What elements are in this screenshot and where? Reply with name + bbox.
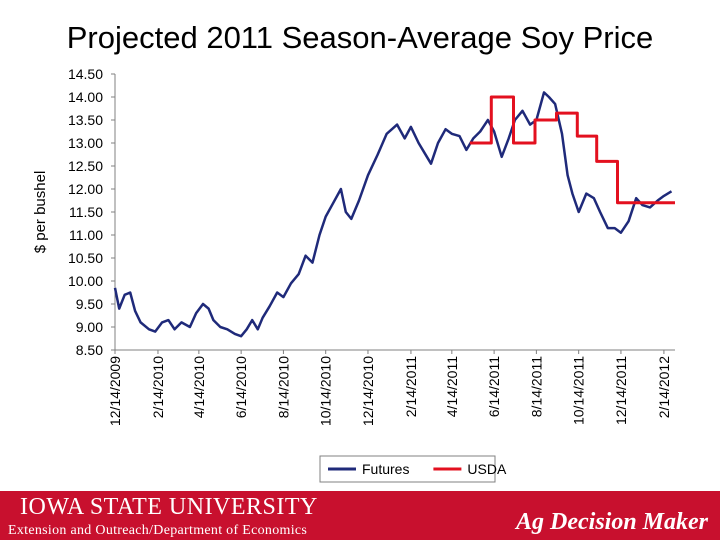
axes: 8.50 9.00 9.50 10.00 10.50 11.00 11.50 12.00 12.… bbox=[32, 66, 675, 426]
brand-logo: Ag Decision Maker bbox=[516, 509, 708, 535]
y-axis-label: $ per bushel bbox=[32, 171, 49, 254]
x-tick-label: 2/14/2011 bbox=[403, 356, 419, 417]
y-tick-label: 11.50 bbox=[69, 204, 103, 220]
y-tick-label: 10.50 bbox=[68, 250, 103, 266]
line-chart: 8.50 9.00 9.50 10.00 10.50 11.00 11.50 12.00 12.… bbox=[32, 66, 675, 483]
y-tick-label: 8.50 bbox=[76, 342, 103, 358]
y-tick-label: 9.00 bbox=[76, 319, 103, 335]
chart-title: Projected 2011 Season-Average Soy Price bbox=[66, 20, 654, 55]
y-tick-label: 14.50 bbox=[68, 66, 103, 82]
y-tick-label: 9.50 bbox=[76, 296, 103, 312]
x-tick-label: 10/14/2011 bbox=[571, 356, 587, 425]
y-tick-label: 12.00 bbox=[68, 181, 103, 197]
x-tick-label: 10/14/2010 bbox=[318, 356, 334, 426]
y-tick-label: 13.00 bbox=[68, 135, 103, 151]
x-tick-label: 8/14/2010 bbox=[275, 356, 291, 418]
department-text: Extension and Outreach/Department of Eco… bbox=[8, 523, 308, 538]
legend-label-futures: Futures bbox=[362, 461, 409, 477]
y-tick-label: 13.50 bbox=[68, 112, 103, 128]
footer-bar: IOWA STATE UNIVERSITY Extension and Outr… bbox=[0, 491, 720, 540]
x-tick-label: 8/14/2011 bbox=[528, 356, 544, 417]
x-tick-label: 12/14/2009 bbox=[107, 356, 123, 426]
y-tick-label: 12.50 bbox=[68, 158, 103, 174]
x-tick-label: 4/14/2011 bbox=[444, 356, 460, 417]
x-tick-label: 2/14/2010 bbox=[150, 356, 166, 418]
y-tick-label: 10.00 bbox=[68, 273, 103, 289]
legend-label-usda: USDA bbox=[467, 461, 507, 477]
x-tick-label: 6/14/2011 bbox=[486, 356, 502, 417]
x-tick-label: 6/14/2010 bbox=[233, 356, 249, 418]
series-line-usda bbox=[469, 95, 675, 205]
y-tick-label: 14.00 bbox=[68, 89, 103, 105]
x-tick-label: 12/14/2010 bbox=[360, 356, 376, 426]
legend: Futures USDA bbox=[319, 455, 507, 483]
y-tick-label: 11.00 bbox=[69, 227, 103, 243]
x-tick-label: 4/14/2010 bbox=[191, 356, 207, 418]
series-layer bbox=[113, 91, 675, 338]
university-logo: IOWA STATE UNIVERSITY bbox=[20, 494, 318, 520]
series-line-futures bbox=[113, 91, 673, 338]
x-tick-label: 2/14/2012 bbox=[656, 356, 672, 418]
x-tick-label: 12/14/2011 bbox=[613, 356, 629, 425]
